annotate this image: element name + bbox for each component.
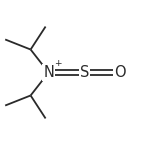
Text: O: O — [115, 65, 126, 80]
Text: N: N — [43, 65, 54, 80]
Text: +: + — [54, 59, 61, 68]
Text: S: S — [80, 65, 89, 80]
